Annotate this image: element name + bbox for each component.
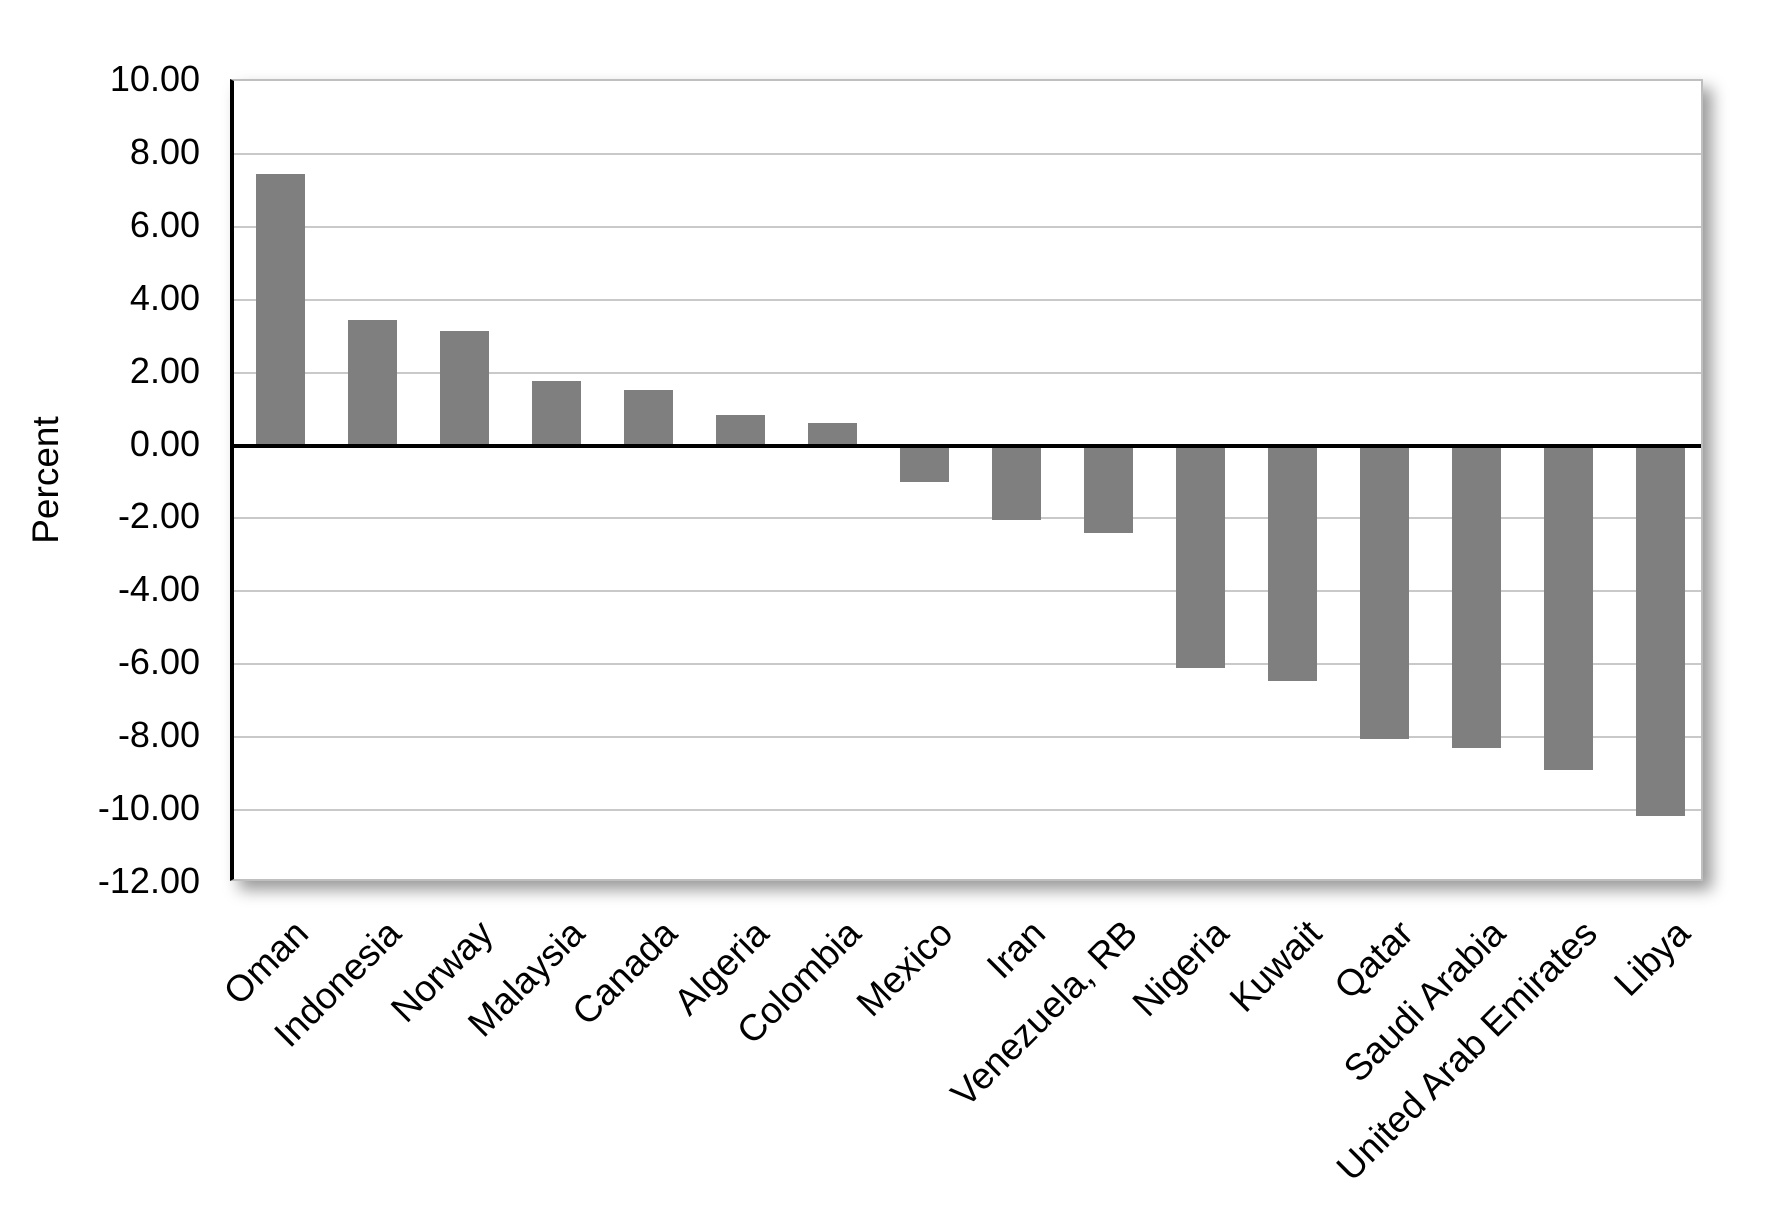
gridline <box>234 298 1701 301</box>
bar <box>1084 445 1134 534</box>
gridline <box>234 809 1701 812</box>
y-tick-label: -12.00 <box>97 860 200 901</box>
x-tick-label-text: Mexico <box>848 912 961 1025</box>
bar <box>1176 445 1226 668</box>
bar <box>807 422 857 446</box>
zero-axis-line <box>234 443 1701 448</box>
gridline <box>234 736 1701 739</box>
x-tick-label-text: Libya <box>1605 912 1698 1004</box>
gridline <box>234 152 1701 155</box>
y-tick-label: 10.00 <box>109 58 200 99</box>
x-tick-label-text: Nigeria <box>1125 912 1237 1025</box>
x-tick-label-text: Kuwait <box>1221 912 1330 1020</box>
gridline <box>234 517 1701 520</box>
y-tick-label: -6.00 <box>117 641 200 683</box>
gridline <box>234 590 1701 593</box>
gridline <box>234 663 1701 666</box>
y-tick-label: 2.00 <box>129 349 200 391</box>
x-tick-label-text: Iran <box>978 912 1053 987</box>
bar <box>1360 445 1410 739</box>
bar <box>1636 445 1686 816</box>
y-tick-label: -2.00 <box>117 495 200 537</box>
y-tick-label: 6.00 <box>129 203 200 245</box>
bar <box>1544 445 1594 770</box>
y-tick-label: -10.00 <box>97 787 200 829</box>
y-tick-label: -4.00 <box>117 568 200 610</box>
bar <box>255 173 305 446</box>
bar <box>531 380 581 446</box>
gridline <box>234 225 1701 228</box>
bar <box>1268 445 1318 681</box>
bar <box>623 390 673 446</box>
bar <box>992 445 1042 521</box>
y-tick-label: 8.00 <box>129 130 200 172</box>
bar <box>1452 445 1502 749</box>
bar <box>715 414 765 446</box>
y-tick-label: -8.00 <box>117 714 200 756</box>
bar <box>439 330 489 446</box>
bar <box>899 445 949 482</box>
bar <box>347 319 397 446</box>
y-tick-label: 4.00 <box>129 276 200 318</box>
gridline <box>234 371 1701 374</box>
y-tick-label: 0.00 <box>129 422 200 464</box>
plot-area <box>230 79 1703 881</box>
